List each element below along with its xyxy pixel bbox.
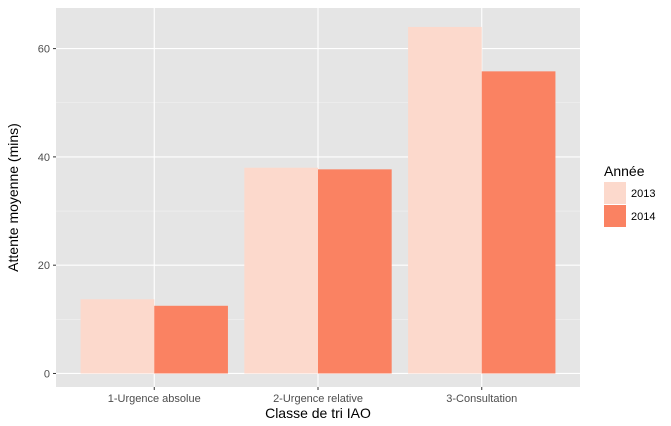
bar-2013-2 (244, 167, 318, 374)
bars (80, 26, 556, 374)
y-axis-title: Attente moyenne (mins) (5, 123, 21, 272)
legend-key-2013 (604, 182, 626, 204)
legend-key-2014 (604, 205, 626, 227)
bar-2014-3 (481, 71, 556, 374)
bar-2013-1 (80, 299, 155, 374)
x-tick-label: 2-Urgence relative (273, 393, 363, 405)
y-tick-label: 20 (38, 260, 50, 272)
y-tick-label: 0 (44, 368, 50, 380)
legend-label: 2013 (631, 188, 655, 200)
x-axis-ticks: 1-Urgence absolue 2-Urgence relative 3-Con… (108, 387, 517, 405)
x-axis-title: Classe de tri IAO (265, 405, 371, 421)
bar-2014-1 (154, 305, 228, 374)
x-tick-label: 1-Urgence absolue (108, 393, 201, 405)
x-tick-label: 3-Consultation (446, 393, 517, 405)
bar-2013-3 (408, 26, 482, 374)
y-tick-label: 40 (38, 152, 50, 164)
legend-label: 2014 (631, 211, 655, 223)
legend: Année 2013 2014 (604, 163, 655, 227)
bar-2014-2 (318, 169, 392, 374)
y-tick-label: 60 (38, 44, 50, 56)
y-axis-ticks: 0 20 40 60 (38, 44, 56, 380)
legend-title: Année (604, 163, 645, 179)
